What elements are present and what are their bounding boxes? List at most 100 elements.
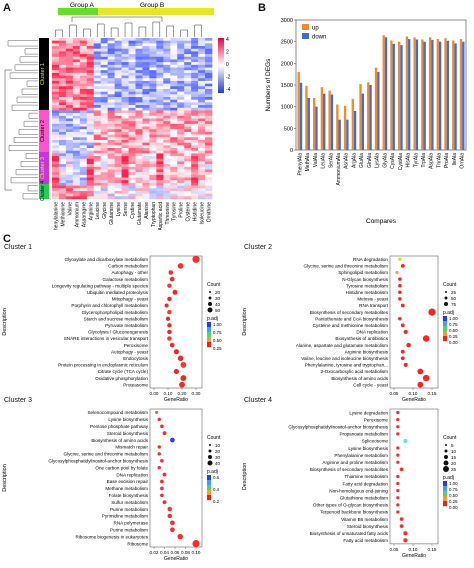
heatmap-cell [177, 196, 185, 200]
heatmap-cell [65, 83, 74, 87]
heatmap-cell [191, 131, 199, 135]
heatmap-cell [149, 121, 157, 125]
heatmap-cell [58, 137, 67, 141]
bar-up [413, 37, 416, 150]
heatmap-cell [163, 137, 171, 141]
heatmap-cell [100, 91, 108, 95]
color-legend-title: p.adj [443, 310, 454, 316]
heatmap-cell [52, 121, 60, 125]
heatmap-cell [79, 148, 88, 151]
heatmap-cell [58, 113, 67, 117]
heatmap-cell [191, 129, 199, 133]
heatmap-cell [205, 102, 213, 106]
heatmap-cell [100, 196, 108, 200]
heatmap-cell [149, 51, 157, 55]
heatmap-cell [114, 158, 122, 162]
heatmap-cell [128, 158, 136, 162]
heatmap-cell [191, 180, 199, 184]
heatmap-cell [86, 118, 95, 122]
heatmap-cell [107, 105, 115, 109]
heatmap-cell [121, 40, 129, 44]
dot-point [422, 374, 430, 382]
heatmap-cell [205, 158, 213, 162]
color-legend-label: 0.50 [449, 328, 458, 333]
heatmap-cell [135, 164, 143, 168]
x-axis-title: GeneRatio [164, 397, 188, 402]
heatmap-cell [58, 196, 67, 200]
heatmap-cell [128, 72, 136, 76]
heatmap-cell [198, 158, 206, 162]
dendrogram-branch [4, 69, 12, 191]
heatmap-cell [184, 150, 192, 154]
heatmap-cell [72, 107, 81, 111]
sample-label: Glutamate [137, 202, 143, 225]
heatmap-cell [191, 94, 199, 98]
heatmap-cell [149, 72, 157, 76]
heatmap-cell [170, 70, 178, 74]
heatmap-cell [156, 174, 164, 178]
heatmap-cell [79, 193, 88, 197]
x-tick-label: 0.05 [390, 391, 399, 396]
heatmap-cell [121, 105, 129, 109]
dot-point [398, 290, 402, 295]
heatmap-cell [65, 48, 74, 52]
heatmap-cell [163, 97, 171, 101]
x-tick-label: AmmoniumAla [336, 153, 342, 186]
heatmap-cell [177, 177, 185, 181]
x-tick-label: 0.00 [150, 391, 159, 396]
heatmap-cell [198, 118, 206, 122]
dot-point [177, 263, 184, 269]
bar-up [351, 98, 354, 150]
heatmap-cell [114, 99, 122, 103]
cluster-2-label: Cluster 2 [40, 120, 46, 142]
heatmap-cell [52, 94, 60, 98]
heatmap-cell [93, 115, 101, 119]
heatmap-cell [163, 185, 171, 189]
heatmap-cell [149, 56, 157, 60]
x-tick-label: TrpAla [421, 153, 427, 168]
heatmap-cell [156, 131, 164, 135]
heatmap-cell [191, 156, 199, 160]
group-a-bar [58, 8, 98, 15]
heatmap-cell [205, 142, 213, 146]
heatmap-cell [58, 118, 67, 122]
heatmap-cell [163, 169, 171, 173]
color-legend-label: 0.50 [213, 338, 222, 343]
dot-point [172, 289, 178, 295]
heatmap-cell [149, 196, 157, 200]
heatmap-cell [170, 118, 178, 122]
heatmap-cell [184, 129, 192, 133]
heatmap-cell [93, 134, 101, 138]
heatmap-cell [93, 169, 101, 173]
heatmap-cell [128, 102, 136, 106]
bar-down [400, 45, 403, 150]
heatmap-cell [149, 102, 157, 106]
heatmap-cell [121, 126, 129, 130]
heatmap-cell [205, 88, 213, 92]
heatmap-cell [149, 113, 157, 117]
heatmap-cell [86, 113, 95, 117]
group-a-label: Group A [70, 2, 95, 9]
heatmap-cell [170, 126, 178, 130]
heatmap-cell [86, 88, 95, 92]
heatmap-cell [163, 148, 171, 151]
heatmap-cell [135, 54, 143, 58]
heatmap-cell [170, 75, 178, 79]
heatmap-cell [163, 64, 171, 68]
sample-label: Ornithine [207, 202, 213, 223]
heatmap-cell [65, 188, 74, 192]
heatmap-cell [114, 118, 122, 122]
heatmap-cell [205, 172, 213, 176]
heatmap-cell [72, 139, 81, 143]
dot-point [170, 527, 175, 533]
heatmap-cell [198, 40, 206, 44]
legend-label-up: up [312, 26, 319, 32]
size-legend-title: Count [443, 435, 457, 441]
heatmap-cell [58, 158, 67, 162]
bar-up [313, 98, 316, 150]
heatmap-cell [121, 158, 129, 162]
heatmap-cell [205, 75, 213, 79]
cluster-1-bar [39, 38, 49, 110]
heatmap-cell [205, 121, 213, 125]
dot-point [173, 368, 179, 375]
